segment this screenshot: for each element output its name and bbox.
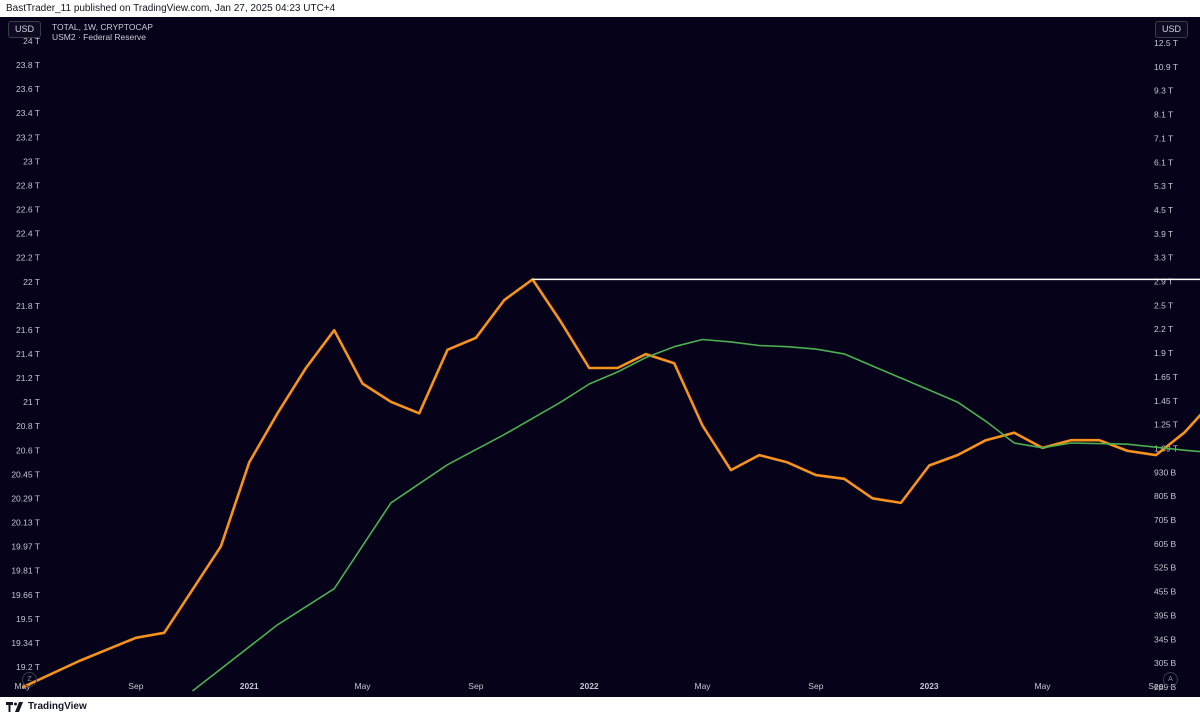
left-axis-tick: 23.6 T [16,84,40,94]
left-axis-tick: 21.2 T [16,373,40,383]
x-axis-tick: May [1035,681,1052,691]
left-axis-tick: 23.4 T [16,108,40,118]
left-axis-tick: 21.6 T [16,325,40,335]
price-chart[interactable]: 24 T 23.8 T 23.6 T 23.4 T 23.2 T 23 T 22.8 T 22… [0,17,1200,697]
right-axis-tick: 1.9 T [1154,348,1173,358]
left-axis-tick: 19.81 T [11,566,40,576]
right-axis-tick: 10.9 T [1154,62,1178,72]
right-axis-tick: 305 B [1154,658,1177,668]
left-axis-tick: 21.4 T [16,349,40,359]
left-axis-tick: 22.2 T [16,253,40,263]
m2-supply-line [192,338,1200,692]
right-axis-tick: 605 B [1154,539,1177,549]
right-axis-tick: 345 B [1154,634,1177,644]
left-currency-button[interactable]: USD [8,21,42,38]
right-axis-tick: 5.3 T [1154,181,1173,191]
x-axis-tick: 2021 [240,681,259,691]
right-axis-tick: 930 B [1154,467,1177,477]
right-axis-tick: 1.65 T [1154,372,1178,382]
right-axis-tick: 4.5 T [1154,205,1173,215]
publisher-info: BastTrader_11 published on TradingView.c… [6,3,336,14]
x-axis-tick: Sep [1148,681,1163,691]
tradingview-logo-icon [6,702,23,712]
left-axis-tick: 19.34 T [11,638,40,648]
left-axis-tick: 20.13 T [11,518,40,528]
legend: TOTAL, 1W, CRYPTOCAP USM2 · Federal Rese… [52,22,153,42]
left-axis-tick: 23.8 T [16,60,40,70]
left-axis-tick: 19.97 T [11,542,40,552]
legend-total[interactable]: TOTAL, 1W, CRYPTOCAP [52,22,153,32]
left-axis-tick: 22.4 T [16,229,40,239]
left-axis-tick: 23.2 T [16,132,40,142]
right-axis-tick: 12.5 T [1154,38,1178,48]
right-axis-tick: 525 B [1154,563,1177,573]
left-price-axis[interactable]: 24 T 23.8 T 23.6 T 23.4 T 23.2 T 23 T 22.8 T 22… [11,36,40,672]
left-axis-tick: 20.45 T [11,469,40,479]
right-price-axis[interactable]: 12.5 T 10.9 T 9.3 T 8.1 T 7.1 T 6.1 T 5.3 T 4.5… [1154,38,1178,692]
auto-scale-button[interactable]: A [1163,672,1178,687]
chart-area[interactable]: USD USD TOTAL, 1W, CRYPTOCAP USM2 · Fede… [0,17,1200,697]
x-axis-tick: Sep [468,681,483,691]
right-axis-tick: 9.3 T [1154,86,1173,96]
right-axis-tick: 2.2 T [1154,324,1173,334]
left-axis-tick: 23 T [23,156,40,166]
right-axis-tick: 1.25 T [1154,420,1178,430]
left-axis-tick: 22 T [23,277,40,287]
right-axis-tick: 7.1 T [1154,133,1173,143]
left-axis-tick: 21.8 T [16,301,40,311]
legend-m2[interactable]: USM2 · Federal Reserve [52,32,147,42]
left-axis-tick: 20.8 T [16,421,40,431]
left-axis-tick: 19.5 T [16,614,40,624]
right-axis-tick: 2.9 T [1154,277,1173,287]
x-axis-tick: Sep [808,681,823,691]
left-axis-tick: 20.6 T [16,445,40,455]
right-axis-tick: 269 B [1154,682,1177,692]
total-marketcap-line [21,278,1200,689]
right-axis-tick: 455 B [1154,587,1177,597]
right-axis-tick: 6.1 T [1154,157,1173,167]
right-axis-tick: 3.9 T [1154,229,1173,239]
left-axis-tick: 19.2 T [16,662,40,672]
time-axis[interactable]: MaySep2021MaySep2022MaySep2023MaySep2024… [15,681,1200,691]
left-axis-tick: 19.66 T [11,590,40,600]
right-axis-tick: 395 B [1154,610,1177,620]
zoom-button[interactable]: Z [22,672,37,687]
x-axis-tick: Sep [128,681,143,691]
right-axis-tick: 705 B [1154,515,1177,525]
right-axis-tick: 8.1 T [1154,110,1173,120]
x-axis-tick: 2022 [580,681,599,691]
x-axis-tick: 2023 [920,681,939,691]
left-axis-tick: 21 T [23,397,40,407]
footer-brand: TradingView [28,701,87,712]
header-bar: BastTrader_11 published on TradingView.c… [0,0,1200,17]
right-axis-tick: 2.5 T [1154,300,1173,310]
footer-bar: TradingView [0,697,1200,717]
left-axis-tick: 24 T [23,36,40,46]
right-currency-button[interactable]: USD [1154,21,1188,38]
x-axis-tick: May [695,681,712,691]
right-axis-tick: 1.45 T [1154,396,1178,406]
left-axis-tick: 22.6 T [16,205,40,215]
right-axis-tick: 3.3 T [1154,253,1173,263]
left-axis-tick: 22.8 T [16,180,40,190]
x-axis-tick: May [355,681,372,691]
right-axis-tick: 805 B [1154,491,1177,501]
plot-area [21,278,1200,692]
left-axis-tick: 20.29 T [11,493,40,503]
